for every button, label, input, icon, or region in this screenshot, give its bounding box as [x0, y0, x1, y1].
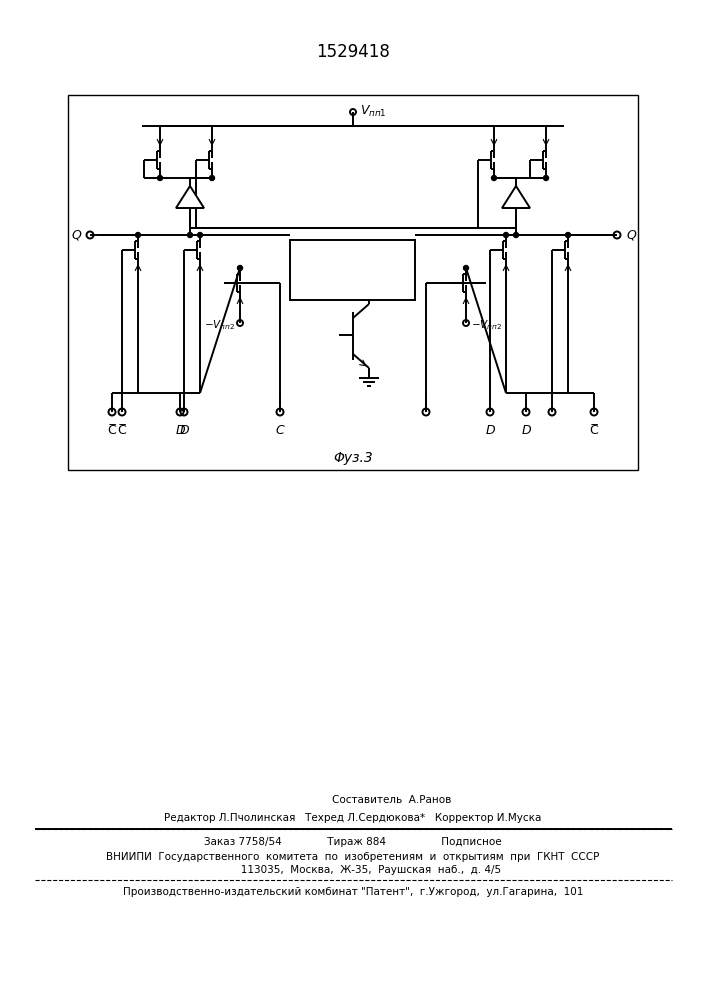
- Circle shape: [464, 265, 469, 270]
- Text: Q: Q: [71, 229, 81, 241]
- Text: $-V_{пп2}$: $-V_{пп2}$: [471, 318, 502, 332]
- Circle shape: [136, 232, 141, 237]
- Circle shape: [158, 176, 163, 180]
- Text: D: D: [521, 424, 531, 436]
- Polygon shape: [176, 186, 204, 208]
- Circle shape: [544, 176, 549, 180]
- Text: D: D: [175, 424, 185, 436]
- Text: D: D: [179, 424, 189, 436]
- Circle shape: [513, 232, 518, 237]
- Text: C̅: C̅: [107, 424, 117, 436]
- Text: $-V_{пп2}$: $-V_{пп2}$: [204, 318, 235, 332]
- Circle shape: [503, 232, 508, 237]
- Bar: [290, 240, 415, 300]
- Text: Q: Q: [626, 229, 636, 241]
- Text: 1529418: 1529418: [316, 43, 390, 61]
- Circle shape: [238, 265, 243, 270]
- Text: ВНИИПИ  Государственного  комитета  по  изобретениям  и  открытиям  при  ГКНТ  С: ВНИИПИ Государственного комитета по изоб…: [106, 852, 600, 862]
- Circle shape: [566, 232, 571, 237]
- Bar: [68, 95, 638, 470]
- Text: 113035,  Москва,  Ж-35,  Раушская  наб.,  д. 4/5: 113035, Москва, Ж-35, Раушская наб., д. …: [205, 865, 501, 875]
- Text: Заказ 7758/54              Тираж 884                 Подписное: Заказ 7758/54 Тираж 884 Подписное: [204, 837, 502, 847]
- Text: C: C: [276, 424, 284, 436]
- Text: D: D: [485, 424, 495, 436]
- Polygon shape: [502, 186, 530, 208]
- Circle shape: [491, 176, 496, 180]
- Circle shape: [209, 176, 214, 180]
- Text: C̅: C̅: [117, 424, 127, 436]
- Circle shape: [187, 232, 192, 237]
- Text: Составитель  А.Ранов: Составитель А.Ранов: [255, 795, 452, 805]
- Text: Редактор Л.Пчолинская   Техред Л.Сердюкова*   Корректор И.Муска: Редактор Л.Пчолинская Техред Л.Сердюкова…: [164, 813, 542, 823]
- Text: Производственно-издательский комбинат "Патент",  г.Ужгород,  ул.Гагарина,  101: Производственно-издательский комбинат "П…: [123, 887, 583, 897]
- Text: C̅: C̅: [590, 424, 598, 436]
- Text: $V_{пп1}$: $V_{пп1}$: [360, 103, 387, 119]
- Circle shape: [197, 232, 202, 237]
- Text: Φуз.3: Φуз.3: [333, 451, 373, 465]
